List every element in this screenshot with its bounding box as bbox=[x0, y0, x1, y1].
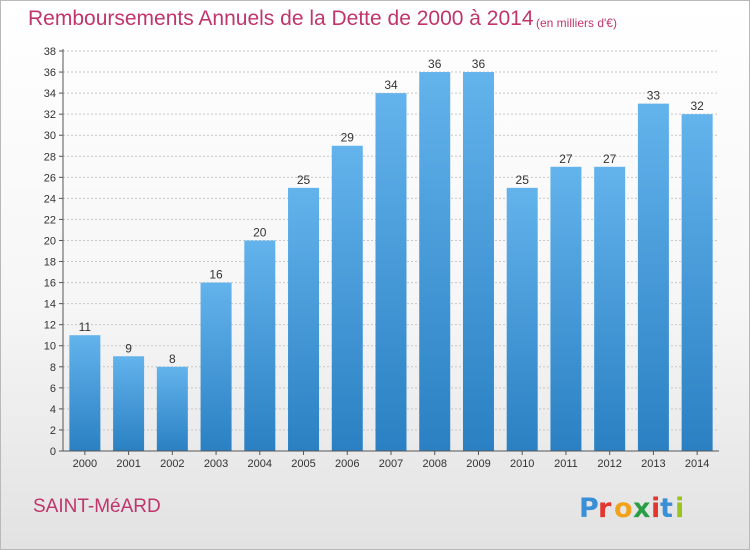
proxiti-logo: P r o x i t i bbox=[579, 493, 684, 524]
x-tick-label: 2011 bbox=[554, 458, 578, 470]
svg-text:P: P bbox=[579, 493, 599, 524]
bar-2001 bbox=[113, 356, 145, 451]
x-tick-label: 2010 bbox=[510, 458, 534, 470]
x-tick-label: 2009 bbox=[466, 458, 490, 470]
bar-2003 bbox=[200, 282, 232, 451]
svg-text:r: r bbox=[598, 493, 612, 524]
y-tick-label: 8 bbox=[50, 362, 56, 374]
data-label: 9 bbox=[125, 341, 132, 355]
bar-2010 bbox=[506, 187, 538, 451]
data-label: 8 bbox=[169, 352, 176, 366]
y-tick-label: 0 bbox=[50, 446, 56, 458]
y-tick-label: 34 bbox=[44, 88, 56, 100]
data-label: 32 bbox=[690, 99, 704, 113]
x-tick-label: 2001 bbox=[116, 458, 140, 470]
data-label: 25 bbox=[516, 173, 530, 187]
svg-text:i: i bbox=[675, 493, 684, 524]
bar-2005 bbox=[288, 187, 320, 451]
y-tick-label: 6 bbox=[50, 383, 56, 395]
x-tick-label: 2008 bbox=[422, 458, 446, 470]
y-tick-label: 12 bbox=[44, 320, 56, 332]
x-tick-label: 2013 bbox=[641, 458, 665, 470]
x-tick-label: 2000 bbox=[73, 458, 97, 470]
y-tick-label: 16 bbox=[44, 278, 56, 290]
data-label: 36 bbox=[472, 57, 486, 71]
x-tick-label: 2004 bbox=[248, 458, 272, 470]
commune-name: SAINT-MéARD bbox=[33, 496, 161, 517]
y-tick-label: 30 bbox=[44, 130, 56, 142]
bar-2000 bbox=[69, 335, 101, 451]
y-tick-label: 14 bbox=[44, 299, 56, 311]
y-tick-label: 24 bbox=[44, 193, 56, 205]
data-label: 11 bbox=[79, 320, 92, 334]
data-label: 25 bbox=[297, 173, 311, 187]
bar-2011 bbox=[550, 166, 582, 451]
x-tick-label: 2003 bbox=[204, 458, 228, 470]
y-tick-label: 38 bbox=[44, 46, 56, 58]
y-tick-label: 2 bbox=[50, 425, 56, 437]
y-tick-label: 18 bbox=[44, 257, 56, 269]
x-tick-label: 2012 bbox=[597, 458, 621, 470]
y-tick-label: 36 bbox=[44, 67, 56, 79]
data-label: 27 bbox=[603, 152, 617, 166]
data-label: 16 bbox=[209, 268, 223, 282]
bar-2008 bbox=[419, 72, 451, 451]
bar-2013 bbox=[637, 103, 669, 451]
x-tick-label: 2002 bbox=[160, 458, 184, 470]
unit-note: (en milliers d'€) bbox=[536, 16, 617, 30]
y-tick-label: 32 bbox=[44, 109, 56, 121]
chart-title: Remboursements Annuels de la Dette de 20… bbox=[28, 7, 534, 30]
bar-2007 bbox=[375, 93, 407, 452]
x-tick-label: 2005 bbox=[291, 458, 315, 470]
x-tick-label: 2006 bbox=[335, 458, 359, 470]
data-label: 33 bbox=[647, 89, 661, 103]
x-tick-label: 2014 bbox=[685, 458, 709, 470]
data-label: 34 bbox=[384, 78, 398, 92]
data-label: 29 bbox=[341, 131, 355, 145]
svg-text:t: t bbox=[660, 493, 673, 524]
data-label: 36 bbox=[428, 57, 442, 71]
data-label: 20 bbox=[253, 225, 267, 239]
y-tick-label: 20 bbox=[44, 235, 56, 247]
bar-2012 bbox=[594, 166, 626, 451]
y-tick-label: 28 bbox=[44, 151, 56, 163]
bar-2006 bbox=[331, 145, 363, 451]
bar-2014 bbox=[681, 114, 713, 451]
svg-text:o: o bbox=[614, 493, 633, 524]
svg-text:i: i bbox=[651, 493, 660, 524]
x-tick-label: 2007 bbox=[379, 458, 403, 470]
bar-2004 bbox=[244, 240, 276, 451]
y-tick-label: 26 bbox=[44, 172, 56, 184]
svg-text:x: x bbox=[633, 493, 650, 524]
y-tick-label: 22 bbox=[44, 214, 56, 226]
y-tick-label: 4 bbox=[50, 404, 56, 416]
bar-2009 bbox=[462, 72, 494, 451]
bar-2002 bbox=[156, 366, 188, 451]
y-tick-label: 10 bbox=[44, 341, 56, 353]
data-label: 27 bbox=[559, 152, 573, 166]
